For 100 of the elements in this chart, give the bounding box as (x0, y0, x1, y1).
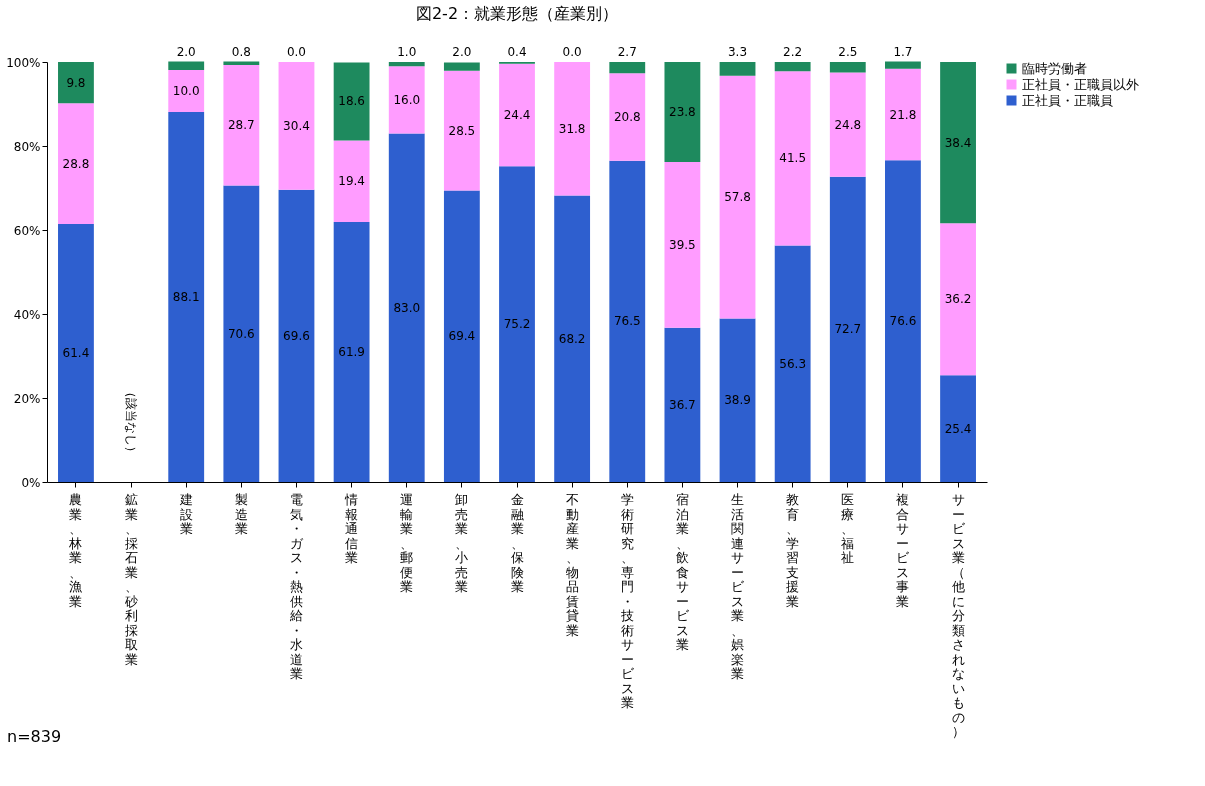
data-label: 39.5 (669, 237, 696, 252)
data-label: 83.0 (393, 300, 421, 315)
bar (829, 72, 866, 177)
data-label: 31.8 (558, 121, 586, 136)
data-label: 70.6 (227, 326, 255, 341)
bar (940, 62, 976, 224)
data-label: 0.8 (231, 44, 251, 59)
y-tick-label: 100% (6, 55, 41, 70)
bar (58, 62, 94, 104)
text: n=839 (7, 727, 62, 746)
bar (278, 62, 315, 190)
data-label: 41.5 (779, 151, 807, 166)
bar (719, 75, 756, 319)
y-tick-label: 80% (13, 139, 41, 154)
data-label: 56.3 (779, 356, 807, 371)
data-label: 88.1 (172, 289, 200, 304)
bar (885, 160, 921, 482)
bar (168, 61, 205, 70)
bar (223, 185, 260, 482)
data-label: 21.8 (889, 107, 917, 122)
data-label: 19.4 (338, 174, 365, 189)
bar (774, 62, 811, 72)
data-label: 38.4 (944, 135, 972, 150)
bar (388, 133, 425, 482)
bar (388, 62, 425, 67)
data-label: 61.9 (338, 345, 365, 360)
x-tick-label: 複合サービス事業 (896, 492, 911, 609)
category-label: サービス業（他に分類されないもの） (951, 492, 965, 739)
x-tick-label: 製造業 (234, 492, 248, 536)
data-label: 30.4 (283, 118, 310, 133)
data-label: 2.0 (452, 45, 472, 60)
legend-label: 臨時労働者 (1022, 60, 1087, 76)
data-label: 76.5 (613, 314, 641, 329)
data-label: 20.8 (613, 110, 641, 125)
bar (829, 176, 866, 482)
bar (554, 62, 591, 196)
bar (278, 189, 315, 482)
category-label: 不動産業、物品賃貸業 (565, 492, 579, 638)
data-label: 2.2 (783, 45, 803, 59)
bar (388, 66, 425, 134)
y-tick-label: 60% (13, 223, 41, 238)
y-tick-label: 0% (21, 475, 41, 490)
bar (58, 224, 94, 482)
bar (499, 166, 535, 482)
legend-label: 正社員・正職員 (1022, 92, 1113, 108)
bar (609, 62, 646, 74)
x-tick-label: 農業、林業、漁業 (68, 492, 83, 609)
data-label: 16.0 (393, 92, 421, 107)
data-label: 28.8 (62, 156, 90, 171)
data-label: 1.7 (893, 44, 913, 59)
data-label: 69.4 (448, 329, 476, 344)
category-label: 鉱業、採石業、砂利採取業 (124, 492, 138, 667)
bar (774, 71, 811, 246)
bar (609, 73, 646, 161)
data-label: 2.7 (617, 45, 637, 59)
bar (774, 245, 811, 482)
data-label: 72.7 (834, 322, 862, 337)
data-label: 68.2 (558, 331, 586, 346)
bar (223, 64, 260, 186)
y-tick-label: 40% (13, 307, 41, 322)
bar (664, 62, 701, 162)
category-label: 宿泊業、飲食サービス業 (675, 492, 689, 652)
bar (664, 327, 701, 482)
data-label: 18.6 (338, 94, 365, 109)
data-label: 57.8 (724, 190, 751, 205)
data-label: 2.0 (176, 44, 196, 59)
bar (885, 68, 921, 161)
x-tick-label: 卸売業、小売業 (455, 492, 469, 594)
x-tick-label: 医療、福祉 (841, 492, 855, 565)
x-tick-label: 教育、学習支援業 (786, 492, 800, 609)
data-label: 10.0 (172, 83, 200, 98)
data-label: 28.7 (227, 118, 255, 133)
data-label: 9.8 (66, 75, 86, 90)
bar (443, 190, 480, 482)
data-label: 36.2 (944, 292, 972, 307)
category-label: 学術研究、専門・技術サービス業 (620, 492, 634, 710)
bar (168, 111, 205, 482)
chart-title: 図2-2：就業形態（産業別） (415, 3, 619, 23)
data-label: 2.5 (838, 45, 858, 59)
y-tick-label: 20% (13, 391, 41, 406)
bar (885, 61, 921, 69)
category-label: 生活関連サービス業、娯楽業 (731, 492, 745, 681)
bar (719, 62, 756, 76)
data-label: 25.4 (944, 421, 972, 436)
annotation: （該当なし） (124, 386, 139, 458)
bar (443, 70, 480, 191)
bar (333, 62, 370, 141)
data-label: 61.4 (62, 346, 90, 361)
data-label: 23.8 (669, 104, 696, 119)
bar (940, 223, 976, 376)
bar (664, 161, 701, 328)
bar (609, 160, 646, 482)
bar (168, 69, 205, 112)
data-label: 0.4 (507, 45, 527, 59)
bar (829, 62, 866, 73)
data-label: 1.0 (397, 45, 417, 59)
bar (333, 222, 370, 482)
data-label: 28.5 (448, 123, 476, 138)
data-label: 36.7 (669, 397, 696, 412)
x-tick-label: 情報通信業 (344, 492, 359, 565)
